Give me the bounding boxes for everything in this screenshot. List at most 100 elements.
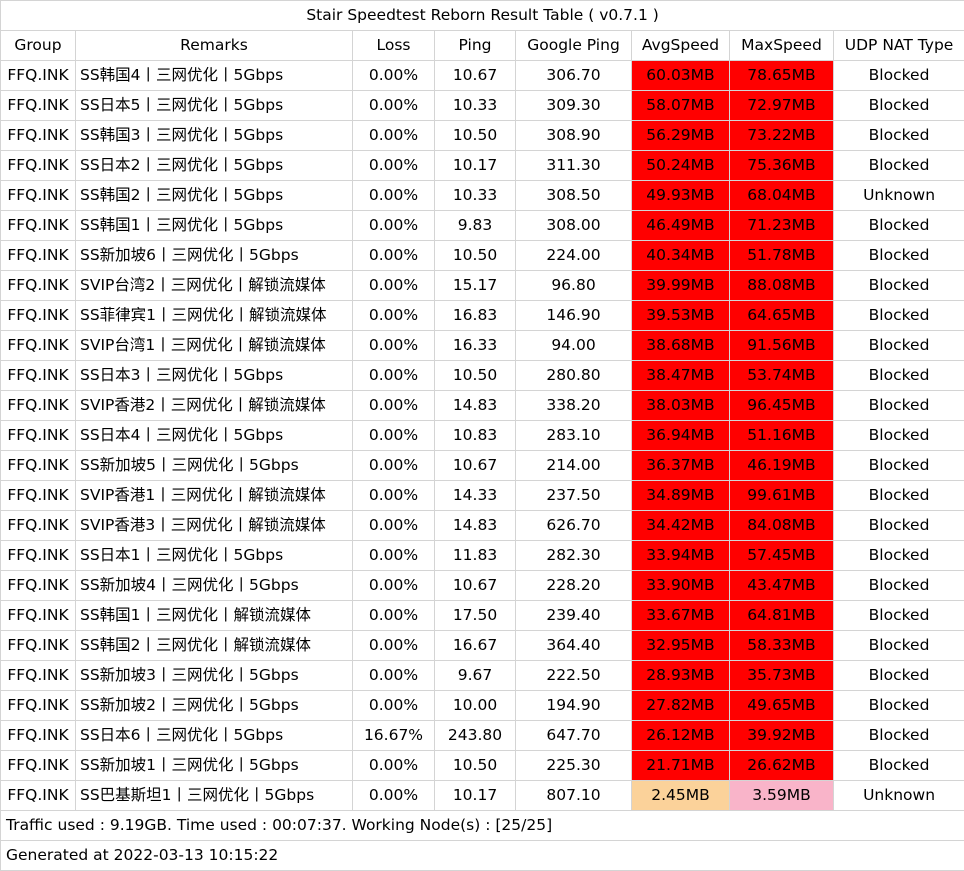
cell-max-speed: 49.65MB	[730, 691, 834, 721]
cell-udp-nat-type: Blocked	[834, 691, 964, 721]
cell-remarks: SS巴基斯坦1丨三网优化丨5Gbps	[76, 781, 353, 811]
cell-udp-nat-type: Blocked	[834, 571, 964, 601]
cell-udp-nat-type: Blocked	[834, 211, 964, 241]
cell-avg-speed: 56.29MB	[632, 121, 730, 151]
cell-loss: 0.00%	[353, 481, 435, 511]
cell-remarks: SS韩国3丨三网优化丨5Gbps	[76, 121, 353, 151]
cell-avg-speed: 38.03MB	[632, 391, 730, 421]
cell-loss: 0.00%	[353, 781, 435, 811]
generated-timestamp: Generated at 2022-03-13 10:15:22	[1, 841, 964, 871]
cell-udp-nat-type: Blocked	[834, 241, 964, 271]
cell-avg-speed: 40.34MB	[632, 241, 730, 271]
cell-remarks: SS日本5丨三网优化丨5Gbps	[76, 91, 353, 121]
cell-udp-nat-type: Blocked	[834, 421, 964, 451]
cell-remarks: SS日本2丨三网优化丨5Gbps	[76, 151, 353, 181]
cell-google-ping: 94.00	[516, 331, 632, 361]
cell-avg-speed: 38.68MB	[632, 331, 730, 361]
cell-max-speed: 68.04MB	[730, 181, 834, 211]
cell-avg-speed: 38.47MB	[632, 361, 730, 391]
cell-avg-speed: 49.93MB	[632, 181, 730, 211]
cell-google-ping: 228.20	[516, 571, 632, 601]
cell-remarks: SS韩国1丨三网优化丨5Gbps	[76, 211, 353, 241]
cell-group: FFQ.INK	[1, 391, 76, 421]
cell-loss: 0.00%	[353, 211, 435, 241]
cell-group: FFQ.INK	[1, 211, 76, 241]
cell-group: FFQ.INK	[1, 631, 76, 661]
cell-loss: 0.00%	[353, 91, 435, 121]
cell-udp-nat-type: Blocked	[834, 151, 964, 181]
cell-loss: 0.00%	[353, 361, 435, 391]
cell-ping: 10.67	[435, 571, 516, 601]
table-title: Stair Speedtest Reborn Result Table ( v0…	[1, 1, 964, 31]
cell-loss: 0.00%	[353, 271, 435, 301]
cell-avg-speed: 34.89MB	[632, 481, 730, 511]
cell-google-ping: 807.10	[516, 781, 632, 811]
cell-avg-speed: 2.45MB	[632, 781, 730, 811]
cell-google-ping: 308.50	[516, 181, 632, 211]
cell-ping: 14.33	[435, 481, 516, 511]
cell-loss: 0.00%	[353, 121, 435, 151]
cell-avg-speed: 58.07MB	[632, 91, 730, 121]
cell-loss: 0.00%	[353, 241, 435, 271]
cell-remarks: SS新加坡1丨三网优化丨5Gbps	[76, 751, 353, 781]
cell-max-speed: 51.78MB	[730, 241, 834, 271]
cell-max-speed: 26.62MB	[730, 751, 834, 781]
cell-ping: 14.83	[435, 391, 516, 421]
cell-max-speed: 57.45MB	[730, 541, 834, 571]
header-max-speed: MaxSpeed	[730, 31, 834, 61]
cell-group: FFQ.INK	[1, 751, 76, 781]
cell-udp-nat-type: Blocked	[834, 601, 964, 631]
header-google-ping: Google Ping	[516, 31, 632, 61]
cell-ping: 243.80	[435, 721, 516, 751]
cell-google-ping: 338.20	[516, 391, 632, 421]
header-row: Group Remarks Loss Ping Google Ping AvgS…	[1, 31, 964, 61]
cell-loss: 0.00%	[353, 331, 435, 361]
cell-ping: 10.50	[435, 751, 516, 781]
cell-google-ping: 311.30	[516, 151, 632, 181]
cell-remarks: SS新加坡6丨三网优化丨5Gbps	[76, 241, 353, 271]
cell-loss: 0.00%	[353, 451, 435, 481]
cell-ping: 10.50	[435, 361, 516, 391]
cell-google-ping: 364.40	[516, 631, 632, 661]
cell-google-ping: 282.30	[516, 541, 632, 571]
cell-max-speed: 96.45MB	[730, 391, 834, 421]
cell-max-speed: 53.74MB	[730, 361, 834, 391]
cell-remarks: SS新加坡2丨三网优化丨5Gbps	[76, 691, 353, 721]
cell-remarks: SS日本6丨三网优化丨5Gbps	[76, 721, 353, 751]
cell-avg-speed: 33.94MB	[632, 541, 730, 571]
cell-google-ping: 239.40	[516, 601, 632, 631]
cell-group: FFQ.INK	[1, 541, 76, 571]
cell-max-speed: 64.65MB	[730, 301, 834, 331]
cell-max-speed: 58.33MB	[730, 631, 834, 661]
cell-max-speed: 43.47MB	[730, 571, 834, 601]
cell-loss: 0.00%	[353, 631, 435, 661]
header-udp-nat-type: UDP NAT Type	[834, 31, 964, 61]
cell-max-speed: 35.73MB	[730, 661, 834, 691]
cell-ping: 15.17	[435, 271, 516, 301]
cell-group: FFQ.INK	[1, 451, 76, 481]
cell-remarks: SS韩国1丨三网优化丨解锁流媒体	[76, 601, 353, 631]
cell-avg-speed: 27.82MB	[632, 691, 730, 721]
cell-avg-speed: 36.37MB	[632, 451, 730, 481]
cell-remarks: SVIP香港1丨三网优化丨解锁流媒体	[76, 481, 353, 511]
cell-max-speed: 3.59MB	[730, 781, 834, 811]
cell-avg-speed: 34.42MB	[632, 511, 730, 541]
cell-google-ping: 237.50	[516, 481, 632, 511]
cell-avg-speed: 21.71MB	[632, 751, 730, 781]
cell-group: FFQ.INK	[1, 661, 76, 691]
cell-avg-speed: 36.94MB	[632, 421, 730, 451]
traffic-summary: Traffic used : 9.19GB. Time used : 00:07…	[1, 811, 964, 841]
cell-ping: 9.67	[435, 661, 516, 691]
cell-udp-nat-type: Blocked	[834, 631, 964, 661]
